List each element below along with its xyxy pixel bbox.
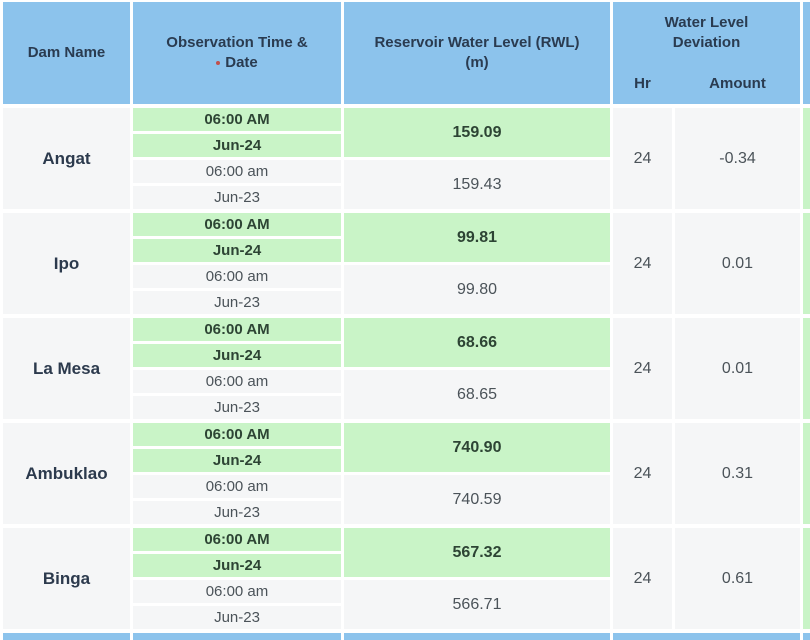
deviation-hr-value: 24 (613, 318, 672, 419)
dam-row-group: Ambuklao 06:00 AM Jun-24 06:00 am Jun-23… (3, 423, 810, 524)
rwl-previous-value: 159.43 (344, 160, 610, 209)
deviation-amount-value: 0.01 (675, 318, 800, 419)
obs-date-current: Jun-24 (133, 239, 341, 262)
rwl-column: 740.90 740.59 (344, 423, 610, 524)
obs-time-previous: 06:00 am (133, 160, 341, 183)
strip-segment (803, 633, 810, 640)
rwl-column: 159.09 159.43 (344, 108, 610, 209)
rwl-previous-value: 99.80 (344, 265, 610, 314)
header-observation-line2: Date (225, 54, 258, 71)
rwl-current-value: 567.32 (344, 528, 610, 577)
header-water-level-deviation: Water Level Deviation Hr Amount (613, 2, 800, 104)
header-rwl-line1: Reservoir Water Level (RWL) (374, 34, 580, 51)
deviation-amount-value: 0.01 (675, 213, 800, 314)
header-hr: Hr (634, 75, 651, 92)
strip-segment (3, 633, 130, 640)
header-dam-name: Dam Name (3, 2, 130, 104)
next-column-cell-sliver (803, 423, 810, 524)
observation-column: 06:00 AM Jun-24 06:00 am Jun-23 (133, 528, 341, 629)
strip-segment (613, 633, 800, 640)
rwl-current-value: 68.66 (344, 318, 610, 367)
rwl-previous-value: 566.71 (344, 580, 610, 629)
dam-row-group: Binga 06:00 AM Jun-24 06:00 am Jun-23 56… (3, 528, 810, 629)
strip-segment (344, 633, 610, 640)
observation-column: 06:00 AM Jun-24 06:00 am Jun-23 (133, 213, 341, 314)
obs-time-previous: 06:00 am (133, 370, 341, 393)
deviation-amount-value: 0.61 (675, 528, 800, 629)
obs-time-current: 06:00 AM (133, 213, 341, 236)
observation-column: 06:00 AM Jun-24 06:00 am Jun-23 (133, 318, 341, 419)
table-body: Angat 06:00 AM Jun-24 06:00 am Jun-23 15… (3, 108, 810, 629)
header-dam-name-label: Dam Name (27, 44, 106, 61)
red-dot-marker-icon (216, 61, 221, 65)
rwl-column: 567.32 566.71 (344, 528, 610, 629)
header-deviation-subcolumns: Hr Amount (613, 74, 800, 94)
header-next-column-sliver (803, 2, 810, 104)
next-column-cell-sliver (803, 318, 810, 419)
deviation-hr-value: 24 (613, 108, 672, 209)
next-column-cell-sliver (803, 528, 810, 629)
deviation-hr-value: 24 (613, 213, 672, 314)
observation-column: 06:00 AM Jun-24 06:00 am Jun-23 (133, 108, 341, 209)
dam-row-group: Angat 06:00 AM Jun-24 06:00 am Jun-23 15… (3, 108, 810, 209)
rwl-current-value: 740.90 (344, 423, 610, 472)
dam-name-cell: Ambuklao (3, 423, 130, 524)
obs-time-current: 06:00 AM (133, 318, 341, 341)
obs-date-previous: Jun-23 (133, 291, 341, 314)
dam-name-cell: Angat (3, 108, 130, 209)
obs-time-previous: 06:00 am (133, 475, 341, 498)
rwl-previous-value: 740.59 (344, 475, 610, 524)
deviation-amount-value: 0.31 (675, 423, 800, 524)
obs-date-current: Jun-24 (133, 554, 341, 577)
rwl-previous-value: 68.65 (344, 370, 610, 419)
observation-column: 06:00 AM Jun-24 06:00 am Jun-23 (133, 423, 341, 524)
obs-date-current: Jun-24 (133, 449, 341, 472)
obs-date-current: Jun-24 (133, 134, 341, 157)
obs-time-current: 06:00 AM (133, 423, 341, 446)
obs-date-previous: Jun-23 (133, 186, 341, 209)
header-reservoir-water-level: Reservoir Water Level (RWL) (m) (344, 2, 610, 104)
obs-time-previous: 06:00 am (133, 580, 341, 603)
next-column-cell-sliver (803, 108, 810, 209)
header-observation-line1: Observation Time & (166, 34, 308, 51)
header-amount: Amount (709, 75, 766, 92)
obs-date-previous: Jun-23 (133, 606, 341, 629)
obs-time-current: 06:00 AM (133, 108, 341, 131)
header-rwl-line2: (m) (465, 54, 489, 71)
header-observation-line2-wrap: Date (216, 53, 258, 73)
obs-time-current: 06:00 AM (133, 528, 341, 551)
dam-name-cell: Binga (3, 528, 130, 629)
dam-name-cell: Ipo (3, 213, 130, 314)
obs-date-previous: Jun-23 (133, 501, 341, 524)
rwl-current-value: 159.09 (344, 108, 610, 157)
obs-time-previous: 06:00 am (133, 265, 341, 288)
header-deviation-title: Water Level Deviation (664, 14, 749, 51)
rwl-column: 99.81 99.80 (344, 213, 610, 314)
obs-date-previous: Jun-23 (133, 396, 341, 419)
dam-row-group: La Mesa 06:00 AM Jun-24 06:00 am Jun-23 … (3, 318, 810, 419)
dam-row-group: Ipo 06:00 AM Jun-24 06:00 am Jun-23 99.8… (3, 213, 810, 314)
rwl-current-value: 99.81 (344, 213, 610, 262)
next-section-header-strip (3, 633, 810, 640)
table-header: Dam Name Observation Time & Date Reservo… (3, 2, 810, 104)
strip-segment (133, 633, 341, 640)
dam-name-cell: La Mesa (3, 318, 130, 419)
deviation-amount-value: -0.34 (675, 108, 800, 209)
header-observation-time-date: Observation Time & Date (133, 2, 341, 104)
rwl-column: 68.66 68.65 (344, 318, 610, 419)
obs-date-current: Jun-24 (133, 344, 341, 367)
deviation-hr-value: 24 (613, 423, 672, 524)
deviation-hr-value: 24 (613, 528, 672, 629)
next-column-cell-sliver (803, 213, 810, 314)
